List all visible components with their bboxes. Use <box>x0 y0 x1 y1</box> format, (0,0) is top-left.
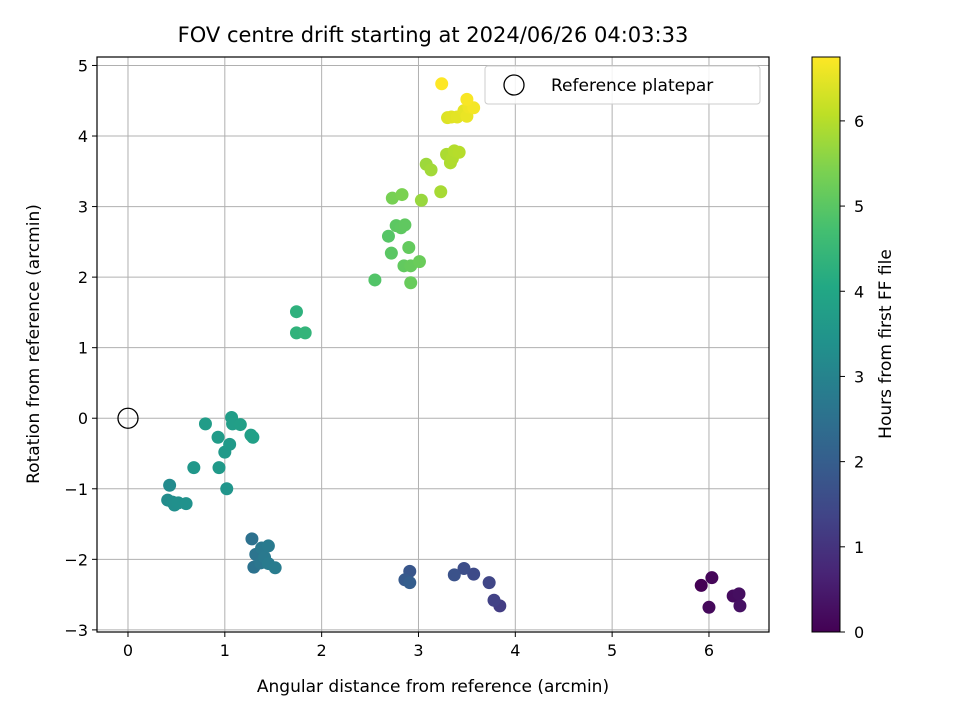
scatter-point <box>403 576 417 590</box>
scatter-point <box>467 567 481 581</box>
x-tick-label: 6 <box>704 641 714 660</box>
scatter-point <box>268 561 282 575</box>
x-tick-label: 4 <box>510 641 520 660</box>
scatter-point <box>452 145 466 159</box>
scatter-point <box>261 539 275 553</box>
scatter-point <box>705 571 719 585</box>
colorbar-tick-label: 3 <box>854 367 864 386</box>
colorbar-tick-label: 5 <box>854 197 864 216</box>
legend-hollow-circle-icon <box>503 74 525 96</box>
y-tick-label: 2 <box>78 268 88 287</box>
y-tick-label: −3 <box>64 621 88 640</box>
y-tick-label: 5 <box>78 56 88 75</box>
scatter-point <box>404 276 418 290</box>
colorbar-tick-label: 4 <box>854 282 864 301</box>
y-tick-label: 0 <box>78 409 88 428</box>
scatter-point <box>163 478 177 492</box>
scatter-point <box>447 568 461 582</box>
x-axis-ticks: 0 1 2 3 4 5 6 <box>123 632 714 660</box>
legend-box <box>484 65 761 105</box>
scatter-point <box>434 185 448 199</box>
y-tick-label: 3 <box>78 198 88 217</box>
scatter-point <box>289 305 303 319</box>
reference-platepar-marker <box>117 407 139 429</box>
y-axis-ticks: −3 −2 −1 0 1 2 3 4 5 <box>64 56 97 640</box>
scatter-point <box>246 430 260 444</box>
scatter-point <box>198 417 212 431</box>
scatter-point <box>381 229 395 243</box>
scatter-point <box>398 218 412 232</box>
scatter-point <box>384 246 398 260</box>
scatter-point <box>395 188 409 202</box>
scatter-point <box>424 163 438 177</box>
x-tick-label: 0 <box>123 641 133 660</box>
grid <box>97 57 769 632</box>
colorbar-label: Hours from first FF file <box>876 249 896 439</box>
y-axis-label: Rotation from reference (arcmin) <box>24 204 44 484</box>
scatter-point <box>211 430 225 444</box>
y-tick-label: 4 <box>78 127 88 146</box>
scatter-point <box>732 587 746 601</box>
scatter-point <box>487 593 501 607</box>
scatter-point <box>435 77 449 91</box>
scatter-point <box>179 497 193 511</box>
scatter-point <box>220 482 234 496</box>
x-tick-label: 2 <box>317 641 327 660</box>
scatter-point <box>460 92 474 106</box>
plot-frame <box>96 56 770 633</box>
colorbar-tick-label: 6 <box>854 112 864 131</box>
colorbar-tick-label: 0 <box>854 623 864 642</box>
chart-title: FOV centre drift starting at 2024/06/26 … <box>178 23 689 47</box>
scatter-point <box>368 273 382 287</box>
x-tick-label: 5 <box>607 641 617 660</box>
scatter-point <box>402 240 416 254</box>
colorbar-tick-label: 1 <box>854 538 864 557</box>
colorbar-tick-label: 2 <box>854 453 864 472</box>
x-tick-label: 1 <box>220 641 230 660</box>
scatter-point <box>245 532 259 546</box>
x-tick-label: 3 <box>413 641 423 660</box>
colorbar-ticks: 0 1 2 3 4 5 6 <box>840 112 864 642</box>
reference-layer <box>117 407 139 429</box>
scatter-point <box>694 578 708 592</box>
y-tick-label: 1 <box>78 339 88 358</box>
scatter-point <box>482 576 496 590</box>
x-axis-label: Angular distance from reference (arcmin) <box>257 677 609 697</box>
scatter-point <box>187 461 201 475</box>
scatter-point <box>212 461 226 475</box>
scatter-points <box>161 77 747 614</box>
scatter-point <box>414 193 428 207</box>
scatter-point <box>702 600 716 614</box>
y-tick-label: −1 <box>64 480 88 499</box>
scatter-point <box>412 255 426 269</box>
scatter-point <box>223 437 237 451</box>
colorbar <box>811 56 841 633</box>
scatter-point <box>298 326 312 340</box>
y-tick-label: −2 <box>64 550 88 569</box>
scatter-point <box>733 599 747 613</box>
legend: Reference platepar <box>484 65 761 105</box>
scatter-point <box>457 562 471 576</box>
legend-entry-label: Reference platepar <box>551 76 713 96</box>
scatter-point <box>233 418 247 432</box>
